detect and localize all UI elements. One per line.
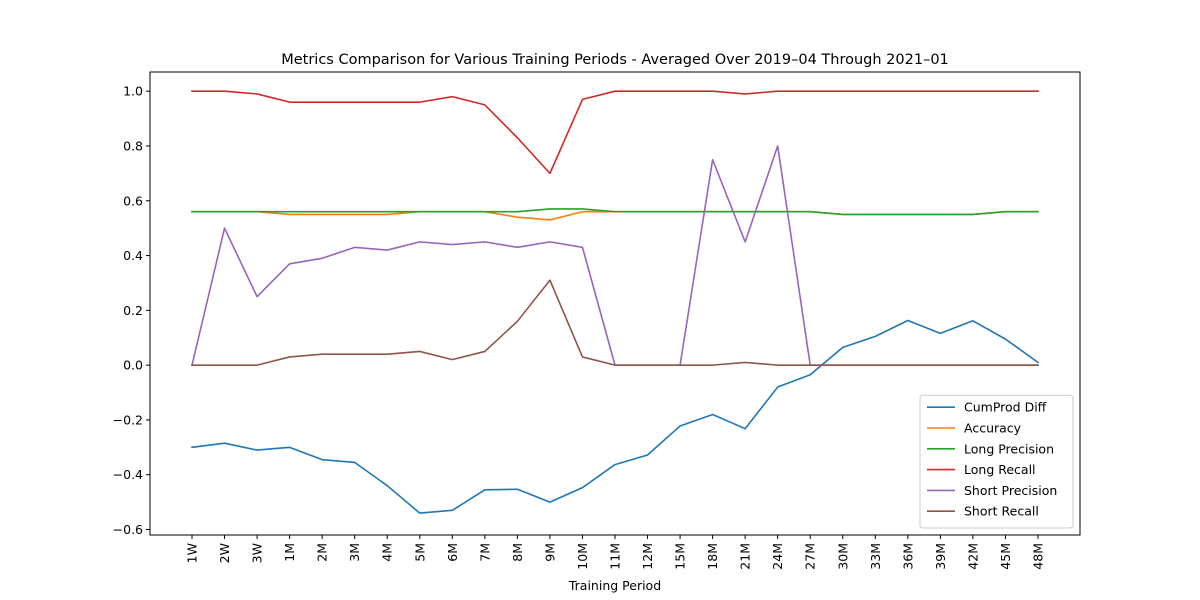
y-tick-label: 0.8	[123, 138, 143, 153]
y-tick-label: 1.0	[123, 84, 143, 99]
x-tick-label: 45M	[998, 543, 1013, 570]
series-line-long-recall	[191, 90, 1039, 175]
legend-box	[919, 394, 1074, 529]
y-tick-label: −0.4	[113, 467, 143, 482]
y-tick-label: 0.0	[123, 358, 143, 373]
legend-label: CumProd Diff	[964, 400, 1047, 415]
y-tick-label: 0.2	[123, 303, 143, 318]
x-tick-label: 12M	[640, 543, 655, 570]
x-tick-label: 42M	[965, 543, 980, 570]
chart-title: Metrics Comparison for Various Training …	[281, 52, 949, 68]
y-tick-label: −0.2	[113, 412, 143, 427]
series-line-cumprod-diff	[191, 319, 1040, 514]
x-tick-label: 9M	[542, 543, 557, 562]
series-line-short-recall	[191, 279, 1039, 366]
x-tick-label: 11M	[608, 543, 623, 570]
x-tick-label: 7M	[477, 543, 492, 562]
x-tick-label: 6M	[445, 543, 460, 562]
legend-label: Long Precision	[964, 441, 1054, 456]
x-tick-label: 10M	[575, 543, 590, 570]
x-tick-label: 3W	[250, 543, 265, 563]
x-tick-label: 1M	[282, 543, 297, 562]
x-tick-label: 4M	[380, 543, 395, 562]
legend-label: Short Precision	[964, 483, 1057, 498]
x-tick-label: 33M	[868, 543, 883, 570]
legend-label: Short Recall	[964, 504, 1039, 519]
legend-label: Accuracy	[964, 421, 1022, 436]
y-tick-label: 0.6	[123, 193, 143, 208]
x-tick-label: 8M	[510, 543, 525, 562]
x-axis-label: Training Period	[568, 578, 661, 593]
x-tick-label: 48M	[1031, 543, 1046, 570]
x-tick-label: 5M	[412, 543, 427, 562]
x-tick-label: 2W	[217, 543, 232, 563]
x-tick-label: 30M	[835, 543, 850, 570]
x-tick-label: 36M	[900, 543, 915, 570]
x-tick-label: 24M	[770, 543, 785, 570]
x-tick-label: 3M	[347, 543, 362, 562]
legend-label: Long Recall	[964, 462, 1036, 477]
axes-frame	[149, 71, 1081, 536]
series-line-long-precision	[191, 208, 1039, 216]
x-tick-label: 21M	[738, 543, 753, 570]
x-tick-label: 27M	[803, 543, 818, 570]
plot-area: −0.6 −0.4 −0.2 0.0 0.2 0.4 0.6 0.8 1.0 1W 2W 3W 1M 2M…	[113, 71, 1081, 570]
x-tick-label: 39M	[933, 543, 948, 570]
x-tick-label: 2M	[315, 543, 330, 562]
x-tick-label: 15M	[673, 543, 688, 570]
y-tick-label: −0.6	[113, 522, 143, 537]
x-tick-label: 1W	[185, 543, 200, 563]
x-tick-label: 18M	[705, 543, 720, 570]
legend: CumProd Diff Accuracy Long Precision Long R…	[919, 394, 1074, 529]
y-tick-label: 0.4	[123, 248, 143, 263]
